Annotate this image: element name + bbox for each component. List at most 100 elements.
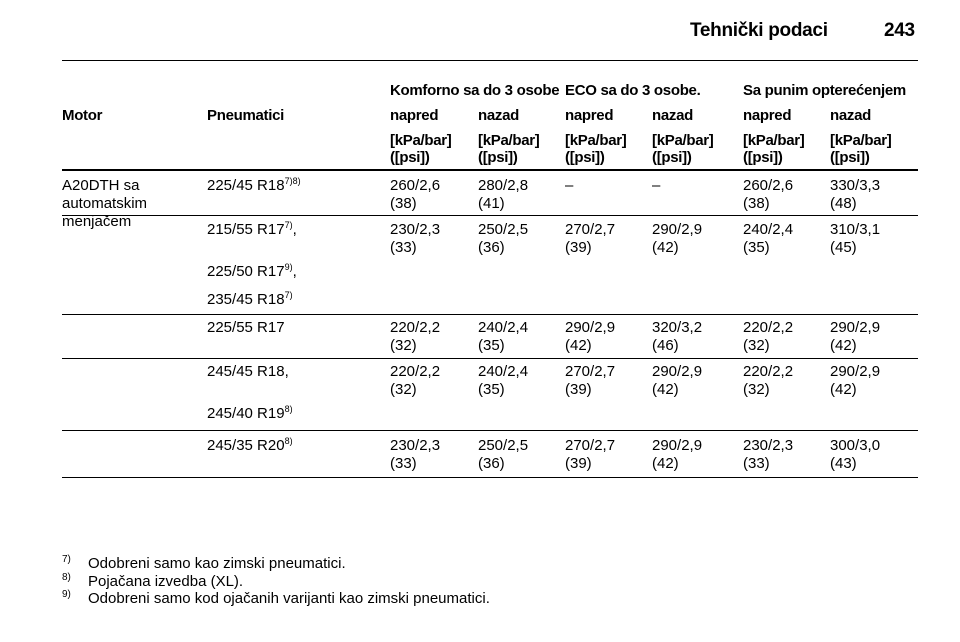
footnote-ref: 7)8): [284, 176, 301, 186]
tire-size: 245/45 R18,: [207, 363, 289, 380]
pressure: (42): [830, 337, 857, 354]
pressure: 240/2,4: [478, 363, 529, 380]
group-header: ECO sa do 3 osobe.: [565, 82, 701, 99]
pressure: 260/2,6: [743, 177, 794, 194]
page-title: Tehnički podaci: [690, 20, 828, 41]
pressure: (42): [652, 239, 679, 256]
pressure: 320/3,2: [652, 319, 703, 336]
pressure: 240/2,4: [743, 221, 794, 238]
pressure: (33): [743, 455, 770, 472]
pressure: 300/3,0: [830, 437, 881, 454]
unit-header: ([psi]): [652, 149, 692, 166]
footnote-ref: 7): [284, 290, 293, 300]
tire-size: 225/45 R187)8): [207, 176, 301, 195]
unit-header: [kPa/bar]: [565, 132, 627, 149]
unit-header: ([psi]): [743, 149, 783, 166]
pressure: (42): [565, 337, 592, 354]
column-header: napred: [390, 107, 439, 124]
tire-size: 245/40 R198): [207, 404, 293, 423]
footnote-ref: 8): [284, 436, 293, 446]
pressure: 290/2,9: [652, 437, 703, 454]
pressure: (42): [652, 455, 679, 472]
unit-header: [kPa/bar]: [478, 132, 540, 149]
pressure: 230/2,3: [743, 437, 794, 454]
pressure: (33): [390, 239, 417, 256]
pressure: –: [565, 177, 574, 194]
unit-header: ([psi]): [390, 149, 430, 166]
pressure: (38): [390, 195, 417, 212]
pressure: (45): [830, 239, 857, 256]
pressure: 250/2,5: [478, 221, 529, 238]
page-number: 243: [884, 20, 915, 41]
column-header: nazad: [478, 107, 520, 124]
tire-size: 215/55 R177),: [207, 220, 297, 239]
pressure: 280/2,8: [478, 177, 529, 194]
pressure: (32): [743, 337, 770, 354]
pressure: –: [652, 177, 661, 194]
pressure: 330/3,3: [830, 177, 881, 194]
pressure: 230/2,3: [390, 221, 441, 238]
column-header: napred: [565, 107, 614, 124]
unit-header: ([psi]): [565, 149, 605, 166]
pressure: (35): [478, 381, 505, 398]
unit-header: [kPa/bar]: [743, 132, 805, 149]
motor: automatskim: [62, 195, 148, 212]
pressure: 290/2,9: [830, 363, 881, 380]
footnote-text: Odobreni samo kao zimski pneumatici.: [88, 555, 346, 572]
pressure: (32): [390, 337, 417, 354]
table-rule: [62, 430, 918, 431]
rule: [62, 60, 918, 61]
pressure: (43): [830, 455, 857, 472]
column-header: Motor: [62, 107, 103, 124]
table-rule: [62, 314, 918, 315]
footnote-mark: 7): [62, 554, 71, 565]
motor: menjačem: [62, 213, 132, 230]
pressure: (41): [478, 195, 505, 212]
column-header: Pneumatici: [207, 107, 285, 124]
pressure: (42): [652, 381, 679, 398]
group-header: Komforno sa do 3 osobe: [390, 82, 560, 99]
pressure: 270/2,7: [565, 221, 616, 238]
unit-header: [kPa/bar]: [830, 132, 892, 149]
table-rule: [62, 215, 918, 216]
pressure: 220/2,2: [390, 363, 441, 380]
pressure: (39): [565, 455, 592, 472]
footnote-mark: 8): [62, 571, 71, 583]
group-header: Sa punim opterećenjem: [743, 82, 906, 99]
tire-size: 245/35 R208): [207, 436, 293, 455]
pressure: (36): [478, 455, 505, 472]
pressure: 270/2,7: [565, 437, 616, 454]
tire-size: 235/45 R187): [207, 290, 293, 309]
column-header: nazad: [830, 107, 872, 124]
tire-size: 225/50 R179),: [207, 262, 297, 281]
motor: A20DTH sa: [62, 177, 140, 194]
footnote-ref: 8): [284, 404, 293, 414]
table-rule: [62, 358, 918, 359]
pressure: (35): [743, 239, 770, 256]
footnote-ref: 7): [284, 220, 293, 230]
pressure: 220/2,2: [743, 363, 794, 380]
pressure: 240/2,4: [478, 319, 529, 336]
pressure: 290/2,9: [830, 319, 881, 336]
pressure: 220/2,2: [743, 319, 794, 336]
pressure: 230/2,3: [390, 437, 441, 454]
pressure: (36): [478, 239, 505, 256]
pressure: 290/2,9: [565, 319, 616, 336]
column-header: napred: [743, 107, 792, 124]
pressure: (35): [478, 337, 505, 354]
pressure: 290/2,9: [652, 221, 703, 238]
pressure: 250/2,5: [478, 437, 529, 454]
pressure: (33): [390, 455, 417, 472]
pressure: 290/2,9: [652, 363, 703, 380]
tire-size: 225/55 R17: [207, 319, 285, 336]
footnote-text: Pojačana izvedba (XL).: [88, 572, 244, 590]
unit-header: [kPa/bar]: [652, 132, 714, 149]
pressure: 220/2,2: [390, 319, 441, 336]
pressure: 260/2,6: [390, 177, 441, 194]
pressure: 310/3,1: [830, 221, 881, 238]
table-rule: [62, 169, 918, 171]
pressure: (46): [652, 337, 679, 354]
pressure: (32): [743, 381, 770, 398]
pressure: (39): [565, 239, 592, 256]
